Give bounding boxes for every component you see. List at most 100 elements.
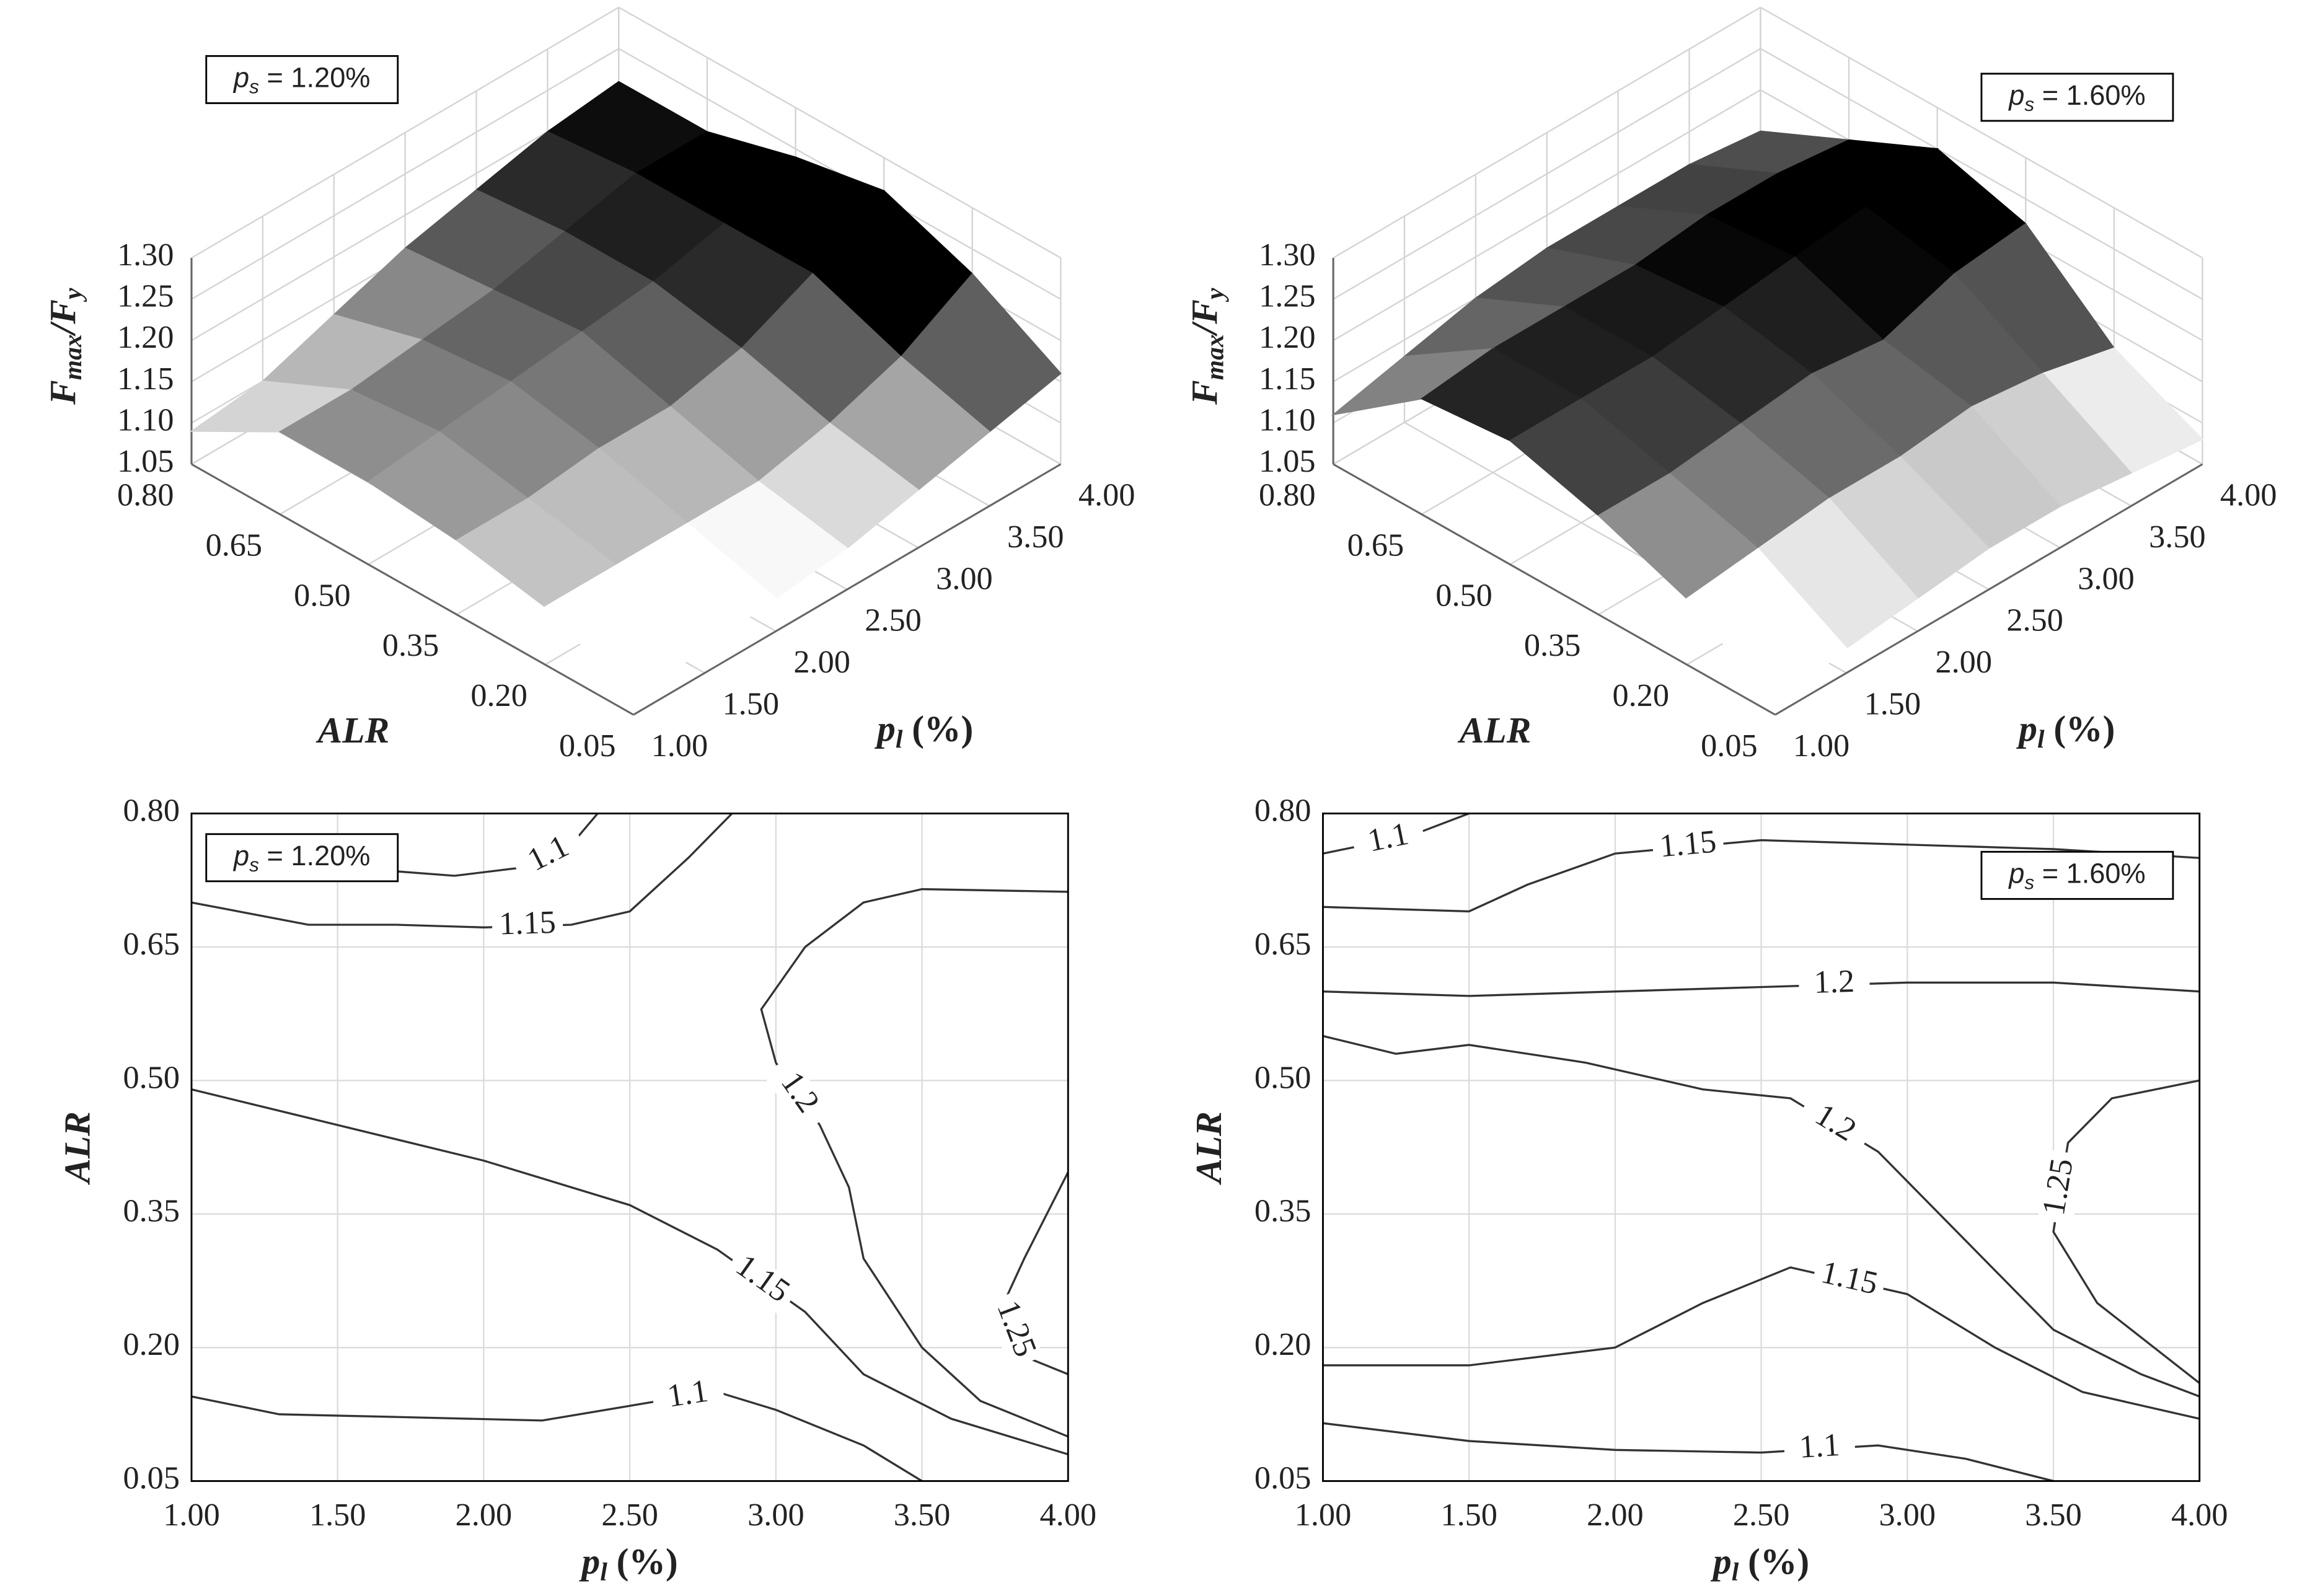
contour-label: 1.15 xyxy=(498,904,556,942)
contour-line xyxy=(191,1088,1069,1456)
y-tick-label: 0.35 xyxy=(1524,627,1581,663)
label-part: ALR xyxy=(1457,710,1532,751)
contour-label-bg xyxy=(1350,816,1427,865)
label-part: = 1.20% xyxy=(259,61,370,93)
label-part: l xyxy=(2037,725,2045,753)
y-tick-label: 0.65 xyxy=(1347,527,1404,563)
x-tick-label: 1.00 xyxy=(651,728,708,764)
label-part: p xyxy=(874,708,896,749)
label-part: p xyxy=(2008,857,2024,889)
y-tick-label: 0.50 xyxy=(294,577,351,613)
z-tick-label: 1.15 xyxy=(117,361,174,397)
y-tick-label: 0.20 xyxy=(470,677,527,713)
annotation: ps = 1.20% xyxy=(232,840,370,876)
label-part: max xyxy=(1200,334,1228,380)
x-tick-label: 2.50 xyxy=(865,602,922,638)
y-tick-label: 0.05 xyxy=(1254,1460,1311,1496)
label-part: ALR xyxy=(56,1111,97,1186)
x-tick-label: 3.50 xyxy=(2149,519,2206,555)
annotation: ps = 1.60% xyxy=(2008,857,2145,894)
y-axis-label: ALR xyxy=(315,710,390,751)
contour-label: 1.15 xyxy=(1658,823,1717,864)
label-part: p xyxy=(232,840,249,871)
contour-label-bg xyxy=(2037,1149,2084,1225)
annotation: ps = 1.60% xyxy=(2008,79,2145,116)
annotation-box xyxy=(205,55,399,104)
x-axis-label: pl (%) xyxy=(874,708,973,752)
z-tick-label: 1.30 xyxy=(1259,237,1316,273)
x-tick-label: 3.00 xyxy=(936,560,993,596)
z-tick-label: 1.25 xyxy=(117,278,174,314)
contour-label-bg xyxy=(1783,1429,1856,1469)
x-axis-label: pl (%) xyxy=(579,1541,678,1585)
contour-label: 1.1 xyxy=(1798,1427,1841,1465)
z-axis-label: Fmax/Fy xyxy=(42,288,87,405)
contour-line xyxy=(191,1391,923,1482)
x-tick-label: 1.50 xyxy=(309,1497,366,1533)
label-part: /F xyxy=(42,299,83,337)
z-tick-label: 1.20 xyxy=(1259,319,1316,355)
x-tick-label: 1.50 xyxy=(722,686,779,721)
y-tick-label: 0.35 xyxy=(1254,1193,1311,1229)
grid-line xyxy=(618,6,1061,259)
contour-label-bg xyxy=(1651,826,1726,868)
x-tick-label: 4.00 xyxy=(2171,1497,2228,1533)
contour-line xyxy=(2052,1079,2200,1384)
grid-line xyxy=(191,48,619,300)
label-part: max xyxy=(58,334,87,380)
x-tick-label: 4.00 xyxy=(2220,477,2277,513)
label-part: s xyxy=(2024,94,2034,116)
contour-line xyxy=(1323,1422,2054,1483)
grid-line xyxy=(191,6,619,259)
contour-label-bg xyxy=(722,1246,801,1316)
contour-label: 1.1 xyxy=(1365,816,1412,859)
y-tick-label: 0.35 xyxy=(382,627,439,663)
label-part: p xyxy=(2008,79,2024,111)
grid-line xyxy=(1760,48,2203,300)
z-tick-label: 1.10 xyxy=(1259,402,1316,438)
y-tick-label: 0.05 xyxy=(123,1460,180,1496)
contour-label-bg xyxy=(1798,966,1871,1004)
x-tick-label: 1.50 xyxy=(1440,1497,1497,1533)
y-tick-label: 0.20 xyxy=(1613,677,1670,713)
z-tick-label: 1.10 xyxy=(117,402,174,438)
plot-frame xyxy=(1322,813,2201,1482)
y-tick-label: 0.80 xyxy=(1259,477,1316,513)
y-axis-label: ALR xyxy=(56,1111,97,1186)
contour-label: 1.25 xyxy=(990,1295,1044,1361)
contour-label-bg xyxy=(650,1373,726,1419)
z-axis-label: Fmax/Fy xyxy=(1184,288,1228,405)
z-tick-label: 1.05 xyxy=(1259,443,1316,479)
label-part: (%) xyxy=(2045,708,2115,749)
contour-line xyxy=(1323,1266,2200,1420)
y-axis-label: ALR xyxy=(1457,710,1532,751)
x-axis xyxy=(633,463,1062,716)
x-tick-label: 4.00 xyxy=(1078,477,1135,513)
y-tick-label: 0.50 xyxy=(1435,577,1492,613)
x-tick-label: 3.50 xyxy=(894,1497,951,1533)
label-part: l xyxy=(1732,1557,1739,1585)
y-tick-label: 0.20 xyxy=(1254,1326,1311,1362)
label-part: p xyxy=(2016,708,2037,749)
label-part: F xyxy=(1184,380,1225,405)
label-part: (%) xyxy=(607,1541,678,1582)
x-axis-label: pl (%) xyxy=(1710,1541,1809,1585)
y-tick-label: 0.20 xyxy=(123,1326,180,1362)
contour-label: 1.1 xyxy=(665,1373,710,1414)
contour-line xyxy=(1323,981,2200,997)
annotation-box xyxy=(205,833,399,883)
label-part: p xyxy=(579,1541,601,1582)
label-part: s xyxy=(249,853,259,876)
annotation-box xyxy=(1980,850,2174,900)
y-tick-label: 0.80 xyxy=(1254,792,1311,828)
contour-label: 1.15 xyxy=(1818,1254,1881,1302)
label-part: F xyxy=(42,380,83,405)
x-tick-label: 2.50 xyxy=(601,1497,658,1533)
z-tick-label: 1.15 xyxy=(1259,361,1316,397)
contour-label-bg xyxy=(1794,1091,1874,1159)
contour-label-bg xyxy=(763,1054,833,1133)
label-part: /F xyxy=(1184,299,1225,337)
label-part: = 1.60% xyxy=(2034,79,2145,111)
y-tick-label: 0.65 xyxy=(123,926,180,962)
contour-line xyxy=(1323,1034,2200,1398)
